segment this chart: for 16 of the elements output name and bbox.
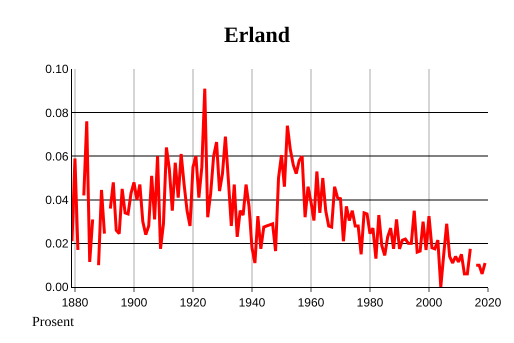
x-tick-label: 1900 (120, 295, 148, 310)
x-tick-label: 1920 (180, 295, 207, 310)
y-tick-label: 0.08 (45, 106, 69, 120)
y-tick-label: 0.06 (45, 149, 69, 164)
y-tick-label: 0.04 (45, 193, 69, 207)
x-tick-label: 1980 (356, 295, 384, 310)
y-tick-label: 0.10 (45, 62, 69, 76)
y-tick-label: 0.00 (45, 280, 69, 294)
y-axis-title: Prosent (32, 315, 74, 330)
chart-title: Erland (224, 22, 290, 47)
x-tick-label: 1880 (62, 295, 89, 310)
x-tick-label: 2000 (416, 295, 443, 310)
y-tick-label: 0.02 (45, 236, 69, 251)
x-tick-label: 1960 (298, 295, 325, 310)
x-tick-label: 1940 (238, 295, 266, 310)
x-tick-label: 2020 (474, 295, 502, 310)
